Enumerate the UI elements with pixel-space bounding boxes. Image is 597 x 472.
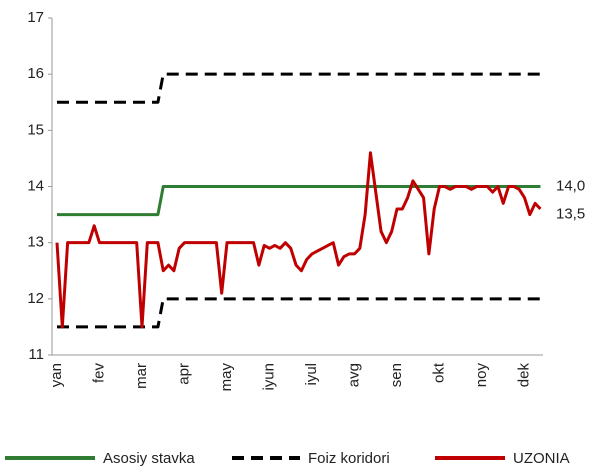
y-tick-label: 13 xyxy=(27,234,44,251)
x-tick-label: dek xyxy=(515,363,532,388)
x-tick-label: mar xyxy=(133,363,150,389)
y-tick-label: 16 xyxy=(27,65,44,82)
series-line xyxy=(55,151,542,329)
x-tick-label: sen xyxy=(388,363,405,387)
y-tick-label: 14 xyxy=(27,177,44,194)
x-tick-label: iyun xyxy=(260,363,277,391)
y-tick-label: 17 xyxy=(27,9,44,26)
legend-label: Foiz koridori xyxy=(308,450,390,467)
x-tick-label: noy xyxy=(473,363,490,388)
legend-label: UZONIA xyxy=(513,450,570,467)
end-label: 13,5 xyxy=(556,206,585,223)
series-line xyxy=(57,72,541,104)
x-tick-label: iyul xyxy=(303,363,320,386)
series-line xyxy=(57,297,541,329)
y-tick-label: 15 xyxy=(27,121,44,138)
x-tick-label: may xyxy=(218,363,235,392)
end-label: 14,0 xyxy=(556,177,585,194)
y-tick-label: 12 xyxy=(27,290,44,307)
legend-label: Asosiy stavka xyxy=(103,450,195,467)
x-tick-label: fev xyxy=(90,363,107,384)
y-tick-label: 11 xyxy=(28,346,44,363)
series-line xyxy=(57,185,541,217)
x-tick-label: yan xyxy=(48,363,65,387)
x-tick-label: apr xyxy=(175,363,192,385)
x-tick-label: avg xyxy=(345,363,362,387)
x-tick-label: okt xyxy=(430,362,447,383)
